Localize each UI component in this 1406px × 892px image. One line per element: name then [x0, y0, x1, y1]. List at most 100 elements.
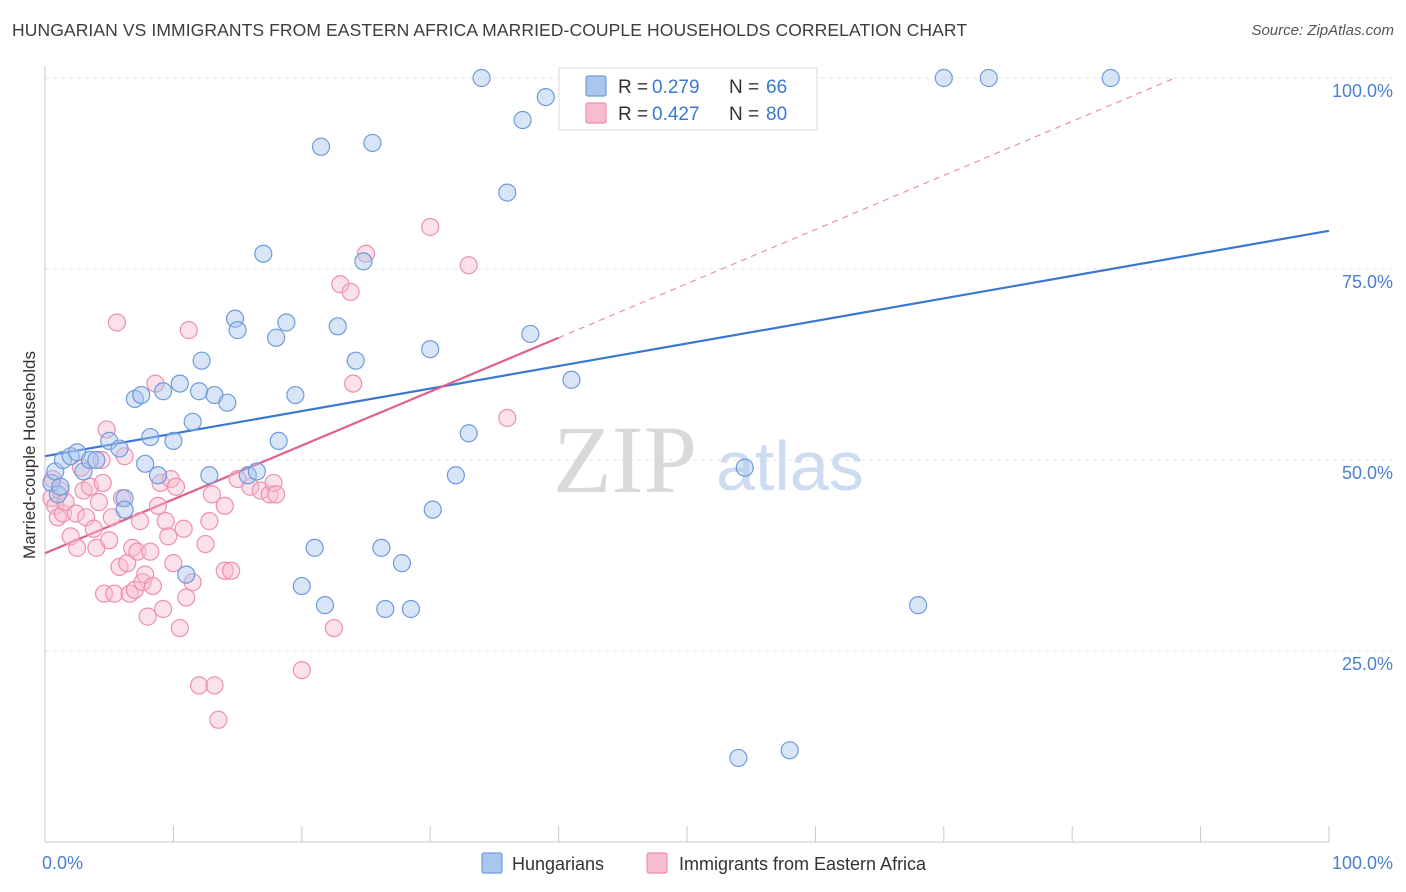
eastern-africa-point-67	[267, 485, 286, 504]
eastern-africa-point-14	[84, 519, 103, 538]
hungarians-point-55	[498, 183, 517, 202]
eastern-africa-point-31	[125, 580, 144, 599]
hungarians-point-58	[536, 87, 555, 107]
trend-line-eastern-africa	[44, 336, 560, 555]
y-tick-label-100: 100.0%	[1332, 81, 1393, 101]
watermark-zip: ZIP	[553, 406, 697, 513]
hungarians-point-7	[74, 462, 93, 481]
hungarians-point-3	[51, 477, 70, 496]
hungarians-point-37	[286, 385, 305, 405]
y-tick-labels: 25.0% 50.0% 75.0% 100.0%	[1332, 81, 1393, 674]
legend-swatch-pink	[585, 102, 607, 124]
hungarians-point-32	[247, 462, 266, 481]
y-axis-title: Married-couple Households	[20, 351, 39, 559]
eastern-africa-point-76	[498, 408, 517, 428]
bottom-legend-swatch-eastern-africa	[646, 852, 668, 874]
hungarians-point-53	[459, 424, 478, 443]
hungarians-point-46	[372, 538, 391, 557]
hungarians-point-41	[315, 596, 335, 615]
hungarians-point-11	[110, 439, 129, 458]
axes	[44, 66, 1330, 843]
eastern-africa-point-75	[459, 256, 478, 275]
eastern-africa-point-20	[97, 420, 116, 439]
hungarians-point-10	[100, 431, 119, 450]
eastern-africa-point-54	[196, 534, 215, 554]
hungarians-point-23	[183, 412, 202, 431]
eastern-africa-point-68	[292, 660, 311, 680]
hungarians-point-13	[115, 500, 134, 519]
gridlines	[45, 77, 1392, 652]
hungarians-point-35	[269, 431, 288, 450]
hungarians-point-61	[735, 458, 754, 477]
hungarians-point-15	[132, 385, 151, 405]
top-legend: R = 0.279 N = 66 R = 0.427 N = 80	[558, 67, 818, 131]
eastern-africa-point-61	[222, 561, 241, 580]
hungarians-point-20	[164, 431, 183, 450]
hungarians-point-30	[228, 321, 247, 340]
eastern-africa-point-53	[189, 676, 209, 695]
eastern-africa-point-55	[200, 512, 219, 531]
eastern-africa-point-8	[66, 504, 85, 523]
hungarians-point-47	[376, 599, 395, 619]
hungarians-point-43	[346, 351, 365, 370]
eastern-africa-point-32	[128, 542, 147, 561]
hungarians-point-16	[136, 454, 155, 473]
hungarians-point-17	[141, 427, 160, 447]
y-tick-label-75: 75.0%	[1342, 272, 1393, 292]
hungarians-point-48	[392, 554, 412, 573]
legend-n-label-blue: N =	[729, 77, 759, 98]
hungarians-point-60	[729, 748, 748, 768]
eastern-africa-point-48	[170, 618, 189, 638]
hungarians-point-63	[909, 596, 928, 615]
eastern-africa-point-5	[53, 504, 73, 523]
hungarians-point-49	[401, 599, 421, 619]
legend-r-value-blue: 0.279	[652, 77, 700, 98]
eastern-africa-point-36	[138, 607, 157, 626]
eastern-africa-point-42	[154, 599, 173, 619]
hungarians-point-62	[780, 741, 799, 760]
y-tick-label-25: 25.0%	[1342, 654, 1393, 674]
hungarians-point-22	[177, 565, 196, 584]
hungarians-point-57	[521, 324, 540, 344]
eastern-africa-point-50	[177, 588, 196, 607]
eastern-africa-point-52	[183, 573, 202, 592]
eastern-africa-point-24	[107, 313, 127, 332]
hungarians-point-28	[218, 393, 237, 412]
hungarians-point-8	[80, 450, 100, 470]
bottom-legend: Hungarians Immigrants from Eastern Afric…	[481, 852, 927, 874]
eastern-africa-point-16	[89, 492, 109, 512]
eastern-africa-point-37	[141, 542, 160, 561]
hungarians-point-45	[363, 133, 382, 153]
chart-title: HUNGARIAN VS IMMIGRANTS FROM EASTERN AFR…	[12, 20, 968, 40]
hungarians-point-50	[421, 340, 440, 359]
eastern-africa-point-65	[260, 485, 279, 504]
hungarians-point-34	[267, 328, 286, 347]
bottom-legend-swatch-hungarians	[481, 852, 503, 874]
hungarians-point-64	[934, 68, 953, 88]
eastern-africa-point-72	[344, 374, 363, 393]
y-tick-label-50: 50.0%	[1342, 463, 1393, 483]
eastern-africa-point-38	[143, 576, 162, 596]
series-hungarians	[42, 68, 1120, 768]
watermark-atlas: atlas	[716, 427, 864, 505]
eastern-africa-point-9	[67, 538, 87, 557]
hungarians-point-0	[42, 473, 61, 493]
hungarians-point-38	[292, 576, 311, 596]
hungarians-point-26	[200, 466, 219, 485]
x-tick-label-right: 100.0%	[1332, 853, 1393, 873]
watermark: ZIP atlas	[553, 406, 864, 513]
hungarians-point-18	[148, 466, 168, 485]
legend-n-label-pink: N =	[729, 104, 759, 125]
eastern-africa-point-23	[105, 584, 124, 603]
eastern-africa-point-33	[130, 512, 150, 531]
hungarians-point-54	[472, 68, 491, 88]
eastern-africa-point-19	[94, 584, 114, 603]
hungarians-point-21	[170, 374, 189, 393]
eastern-africa-point-43	[156, 512, 175, 531]
hungarians-point-39	[305, 538, 324, 557]
eastern-africa-point-47	[166, 477, 186, 496]
eastern-africa-point-51	[179, 321, 198, 340]
hungarians-point-33	[254, 244, 273, 263]
eastern-africa-point-71	[341, 282, 360, 302]
